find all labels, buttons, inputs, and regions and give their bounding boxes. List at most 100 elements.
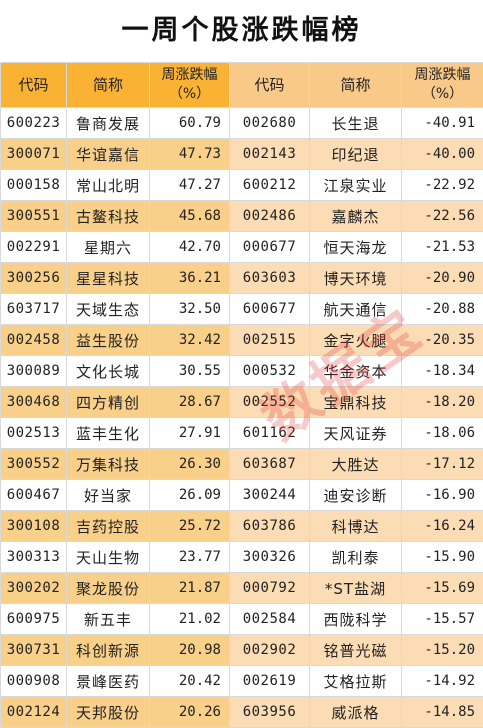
- gainer-name-cell: 星星科技: [67, 263, 150, 294]
- loser-name-cell: 西陇科学: [310, 604, 402, 635]
- gainer-change-cell: 20.26: [150, 697, 230, 728]
- loser-name-cell: 凯利泰: [310, 542, 402, 573]
- loser-change-cell: -18.20: [402, 387, 483, 418]
- loser-code-cell: 002619: [230, 666, 310, 697]
- gainer-name-cell: 天山生物: [67, 542, 150, 573]
- loser-change-cell: -18.34: [402, 356, 483, 387]
- gainer-change-cell: 26.30: [150, 449, 230, 480]
- loser-change-cell: -21.53: [402, 232, 483, 263]
- gainer-change-cell: 45.68: [150, 201, 230, 232]
- gainer-name-cell: 吉药控股: [67, 511, 150, 542]
- gainer-code-cell: 300313: [1, 542, 67, 573]
- gainer-name-cell: 蓝丰生化: [67, 418, 150, 449]
- loser-change-cell: -15.57: [402, 604, 483, 635]
- header-change-unit: （%）: [402, 85, 483, 104]
- gainer-change-cell: 32.42: [150, 325, 230, 356]
- loser-name-cell: 宝鼎科技: [310, 387, 402, 418]
- loser-name-cell: 大胜达: [310, 449, 402, 480]
- gainer-change-cell: 21.87: [150, 573, 230, 604]
- header-code-gainers: 代码: [1, 63, 67, 108]
- loser-change-cell: -15.20: [402, 635, 483, 666]
- loser-code-cell: 000677: [230, 232, 310, 263]
- gainer-code-cell: 600223: [1, 108, 67, 139]
- gainer-code-cell: 300202: [1, 573, 67, 604]
- gainer-code-cell: 002124: [1, 697, 67, 728]
- loser-code-cell: 300244: [230, 480, 310, 511]
- loser-code-cell: 603603: [230, 263, 310, 294]
- gainer-change-cell: 28.67: [150, 387, 230, 418]
- loser-change-cell: -17.12: [402, 449, 483, 480]
- gainer-code-cell: 300468: [1, 387, 67, 418]
- gainer-change-cell: 47.73: [150, 139, 230, 170]
- page-title: 一周个股涨跌幅榜: [0, 0, 483, 62]
- gainer-name-cell: 华谊嘉信: [67, 139, 150, 170]
- loser-code-cell: 000532: [230, 356, 310, 387]
- loser-name-cell: 华金资本: [310, 356, 402, 387]
- loser-code-cell: 002486: [230, 201, 310, 232]
- gainer-name-cell: 新五丰: [67, 604, 150, 635]
- gainer-change-cell: 32.50: [150, 294, 230, 325]
- loser-code-cell: 600212: [230, 170, 310, 201]
- loser-change-cell: -40.91: [402, 108, 483, 139]
- loser-code-cell: 002552: [230, 387, 310, 418]
- loser-code-cell: 002902: [230, 635, 310, 666]
- loser-code-cell: 603786: [230, 511, 310, 542]
- loser-change-cell: -20.35: [402, 325, 483, 356]
- gainer-change-cell: 36.21: [150, 263, 230, 294]
- gainer-code-cell: 300551: [1, 201, 67, 232]
- gainer-code-cell: 300552: [1, 449, 67, 480]
- loser-code-cell: 002143: [230, 139, 310, 170]
- gainer-name-cell: 星期六: [67, 232, 150, 263]
- gainer-name-cell: 四方精创: [67, 387, 150, 418]
- loser-change-cell: -22.56: [402, 201, 483, 232]
- loser-name-cell: 嘉麟杰: [310, 201, 402, 232]
- header-name-gainers: 简称: [67, 63, 150, 108]
- gainer-name-cell: 古鳌科技: [67, 201, 150, 232]
- loser-name-cell: 江泉实业: [310, 170, 402, 201]
- gainer-change-cell: 21.02: [150, 604, 230, 635]
- loser-name-cell: 恒天海龙: [310, 232, 402, 263]
- gainer-name-cell: 天邦股份: [67, 697, 150, 728]
- gainer-code-cell: 002291: [1, 232, 67, 263]
- gainer-name-cell: 益生股份: [67, 325, 150, 356]
- loser-name-cell: 金字火腿: [310, 325, 402, 356]
- gainer-code-cell: 000908: [1, 666, 67, 697]
- gainer-name-cell: 天域生态: [67, 294, 150, 325]
- gainer-code-cell: 300256: [1, 263, 67, 294]
- loser-code-cell: 603687: [230, 449, 310, 480]
- gainer-change-cell: 30.55: [150, 356, 230, 387]
- table-header-row: 代码 简称 周涨跌幅 （%） 代码 简称 周涨跌幅 （%）: [1, 63, 483, 108]
- header-change-label: 周涨跌幅: [402, 66, 483, 85]
- loser-name-cell: 铭普光磁: [310, 635, 402, 666]
- loser-change-cell: -20.90: [402, 263, 483, 294]
- loser-name-cell: 科博达: [310, 511, 402, 542]
- gainer-name-cell: 好当家: [67, 480, 150, 511]
- loser-name-cell: 长生退: [310, 108, 402, 139]
- gainer-change-cell: 42.70: [150, 232, 230, 263]
- header-name-losers: 简称: [310, 63, 402, 108]
- gainer-change-cell: 20.98: [150, 635, 230, 666]
- gainer-name-cell: 科创新源: [67, 635, 150, 666]
- loser-code-cell: 002515: [230, 325, 310, 356]
- loser-code-cell: 300326: [230, 542, 310, 573]
- loser-name-cell: 航天通信: [310, 294, 402, 325]
- gainer-change-cell: 23.77: [150, 542, 230, 573]
